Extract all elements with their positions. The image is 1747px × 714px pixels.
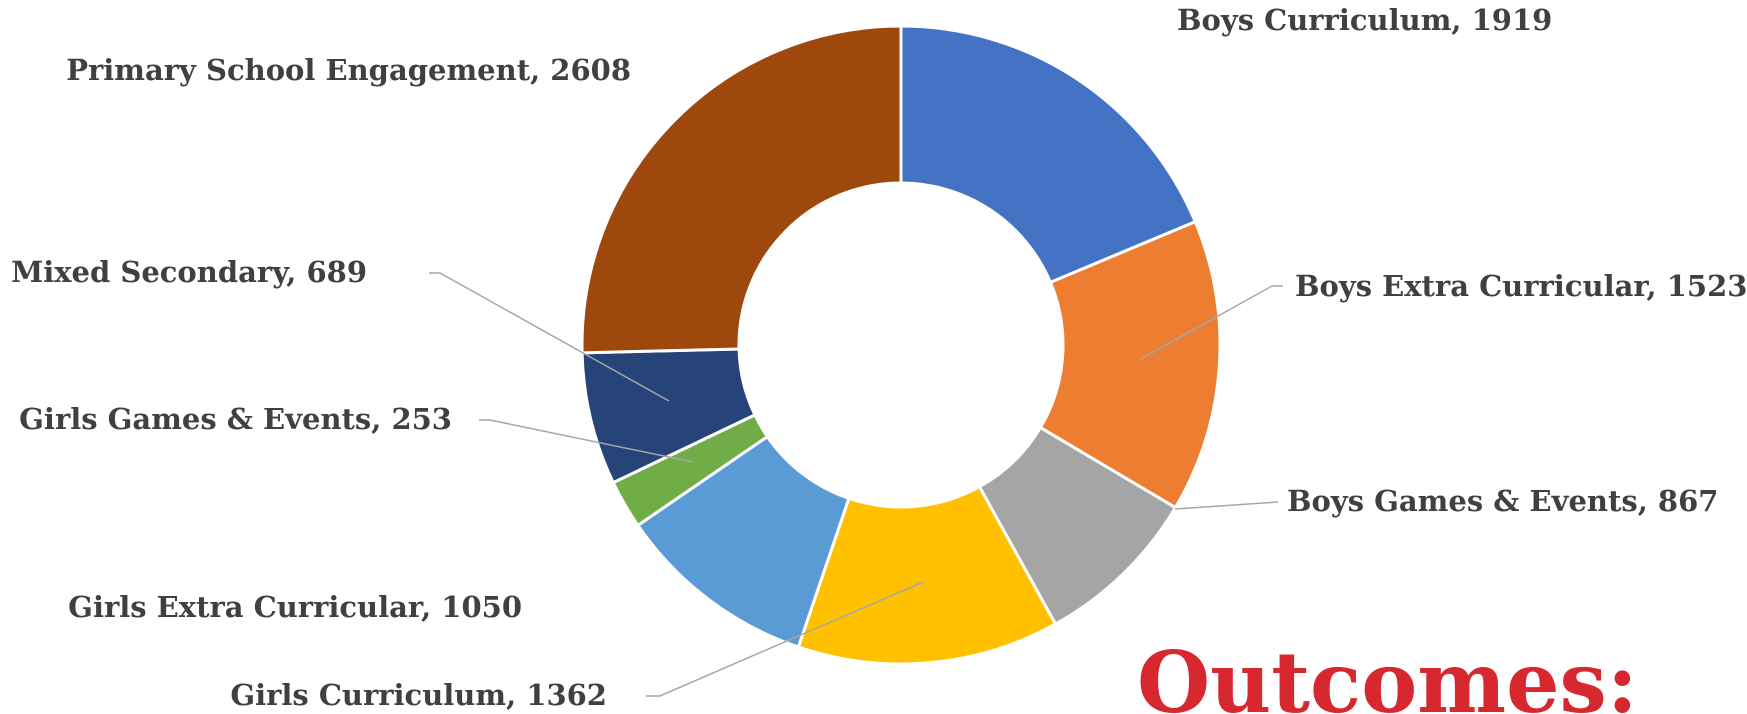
leader-line [646,581,924,697]
leader-line [1138,285,1283,361]
data-label: Primary School Engagement, 2608 [66,53,631,87]
slice [1038,219,1222,510]
data-label: Mixed Secondary, 689 [11,255,367,289]
slice [796,484,1058,666]
slices [580,24,1222,666]
leader-lines [429,272,1283,697]
data-labels: Boys Curriculum, 1919 Boys Extra Curricul… [11,3,1747,712]
slice [899,24,1198,285]
leader-line [1174,501,1279,510]
leader-line [479,419,694,463]
data-label: Boys Games & Events, 867 [1287,484,1718,518]
data-label: Girls Curriculum, 1362 [230,678,607,712]
chart-title: Outcomes: [1137,633,1638,714]
data-label: Girls Games & Events, 253 [19,402,452,436]
data-label: Girls Extra Curricular, 1050 [68,590,522,624]
data-label: Boys Extra Curricular, 1523 [1295,269,1747,303]
slice [580,24,903,355]
data-label: Boys Curriculum, 1919 [1177,3,1552,37]
leader-line [429,272,670,402]
